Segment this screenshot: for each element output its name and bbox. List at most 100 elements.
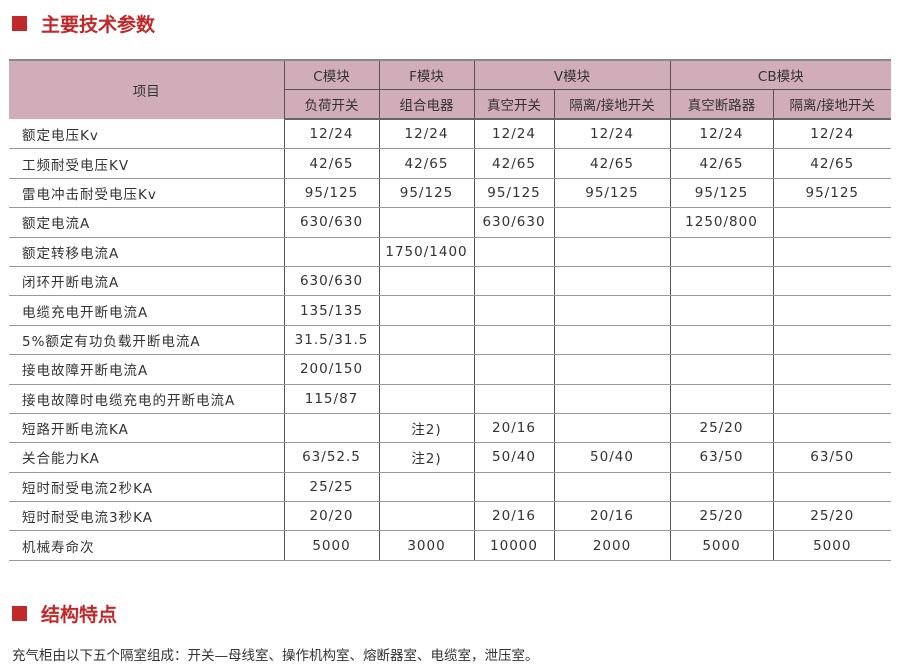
cell-value: 12/24 <box>284 119 380 150</box>
header-group: C模块 <box>284 59 380 90</box>
cell-value <box>670 237 774 267</box>
cell-value: 95/125 <box>670 178 774 209</box>
cell-value: 1750/1400 <box>379 237 475 267</box>
header-group: F模块 <box>379 59 475 90</box>
cell-value: 20/16 <box>554 501 671 532</box>
cell-value: 95/125 <box>554 178 671 209</box>
cell-value: 42/65 <box>773 148 891 179</box>
cell-value <box>670 325 774 356</box>
cell-value: 42/65 <box>284 148 380 179</box>
cell-value <box>474 325 555 356</box>
table-row: 雷电冲击耐受电压Kv 95/125 95/125 95/125 95/125 95/125… <box>9 178 891 209</box>
cell-value <box>379 325 475 356</box>
table-row: 额定转移电流A 1750/1400 <box>9 237 891 267</box>
cell-value: 25/25 <box>284 472 380 503</box>
cell-value <box>379 384 475 414</box>
row-label: 雷电冲击耐受电压Kv <box>9 178 285 209</box>
cell-value: 63/52.5 <box>284 442 380 473</box>
cell-value <box>554 295 671 326</box>
header-sub: 真空断路器 <box>670 89 774 120</box>
cell-value <box>773 354 891 385</box>
cell-value: 42/65 <box>670 148 774 179</box>
cell-value <box>554 472 671 503</box>
cell-value: 注2) <box>379 413 475 444</box>
cell-value <box>554 354 671 385</box>
cell-value: 42/65 <box>554 148 671 179</box>
row-label: 关合能力KA <box>9 442 285 473</box>
cell-value: 135/135 <box>284 295 380 326</box>
cell-value: 63/50 <box>773 442 891 473</box>
cell-value <box>554 237 671 267</box>
cell-value <box>554 325 671 356</box>
cell-value: 630/630 <box>284 207 380 238</box>
cell-value: 12/24 <box>474 119 555 150</box>
section-heading-specs: 主要技术参数 <box>12 10 155 37</box>
row-label: 额定转移电流A <box>9 237 285 267</box>
cell-value: 25/20 <box>773 501 891 532</box>
cell-value: 25/20 <box>670 501 774 532</box>
cell-value: 95/125 <box>284 178 380 209</box>
red-square-icon <box>12 16 27 31</box>
description-text: 充气柜由以下五个隔室组成：开关—母线室、操作机构室、熔断器室、电缆室，泄压室。 <box>12 648 539 664</box>
table-row: 短时耐受电流3秒KA 20/20 20/16 20/16 25/20 25/20 <box>9 501 891 532</box>
cell-value <box>670 472 774 503</box>
row-label: 短时耐受电流3秒KA <box>9 501 285 532</box>
cell-value <box>670 354 774 385</box>
table-row: 短时耐受电流2秒KA 25/25 <box>9 472 891 503</box>
cell-value <box>474 354 555 385</box>
row-label: 5%额定有功负载开断电流A <box>9 325 285 356</box>
cell-value: 5000 <box>670 530 774 561</box>
table-row: 接电故障开断电流A 200/150 <box>9 354 891 385</box>
header-sub: 隔离/接地开关 <box>554 89 671 120</box>
row-label: 短路开断电流KA <box>9 413 285 444</box>
table-row: 短路开断电流KA 注2) 20/16 25/20 <box>9 413 891 444</box>
cell-value <box>379 295 475 326</box>
header-sub: 组合电器 <box>379 89 475 120</box>
header-group: CB模块 <box>670 59 891 90</box>
cell-value <box>379 501 475 532</box>
header-sub: 隔离/接地开关 <box>773 89 891 120</box>
section-title: 主要技术参数 <box>41 14 156 36</box>
section-heading-structure: 结构特点 <box>12 600 117 627</box>
header-group: V模块 <box>474 59 671 90</box>
cell-value <box>773 207 891 238</box>
row-label: 接电故障开断电流A <box>9 354 285 385</box>
cell-value: 12/24 <box>554 119 671 150</box>
cell-value: 95/125 <box>379 178 475 209</box>
cell-value <box>284 413 380 444</box>
cell-value: 50/40 <box>554 442 671 473</box>
cell-value <box>554 413 671 444</box>
cell-value <box>554 384 671 414</box>
row-label: 闭环开断电流A <box>9 266 285 297</box>
cell-value: 200/150 <box>284 354 380 385</box>
cell-value <box>773 413 891 444</box>
cell-value: 5000 <box>284 530 380 561</box>
cell-value <box>554 266 671 297</box>
table-row: 额定电压Kv 12/24 12/24 12/24 12/24 12/24 12/24 <box>9 119 891 150</box>
cell-value <box>284 237 380 267</box>
cell-value: 630/630 <box>284 266 380 297</box>
row-label: 短时耐受电流2秒KA <box>9 472 285 503</box>
cell-value: 12/24 <box>773 119 891 150</box>
cell-value <box>773 325 891 356</box>
cell-value: 20/16 <box>474 501 555 532</box>
cell-value <box>474 266 555 297</box>
row-label: 工频耐受电压KV <box>9 148 285 179</box>
cell-value <box>379 354 475 385</box>
cell-value: 注2) <box>379 442 475 473</box>
cell-value <box>773 237 891 267</box>
cell-value <box>773 266 891 297</box>
table-row: 电缆充电开断电流A 135/135 <box>9 295 891 326</box>
section-title: 结构特点 <box>41 604 118 626</box>
cell-value: 20/20 <box>284 501 380 532</box>
spec-table: 项目 C模块 F模块 V模块 CB模块 负荷开关 组合电器 真空开关 隔离/接地开关真… <box>9 59 891 561</box>
cell-value: 42/65 <box>379 148 475 179</box>
cell-value <box>773 295 891 326</box>
table-row: 工频耐受电压KV 42/65 42/65 42/65 42/65 42/65 42/65 <box>9 148 891 179</box>
cell-value <box>474 384 555 414</box>
row-label: 机械寿命次 <box>9 530 285 561</box>
header-sub: 真空开关 <box>474 89 555 120</box>
table-row: 接电故障时电缆充电的开断电流A 115/87 <box>9 384 891 414</box>
cell-value <box>379 472 475 503</box>
table-row: 闭环开断电流A 630/630 <box>9 266 891 297</box>
